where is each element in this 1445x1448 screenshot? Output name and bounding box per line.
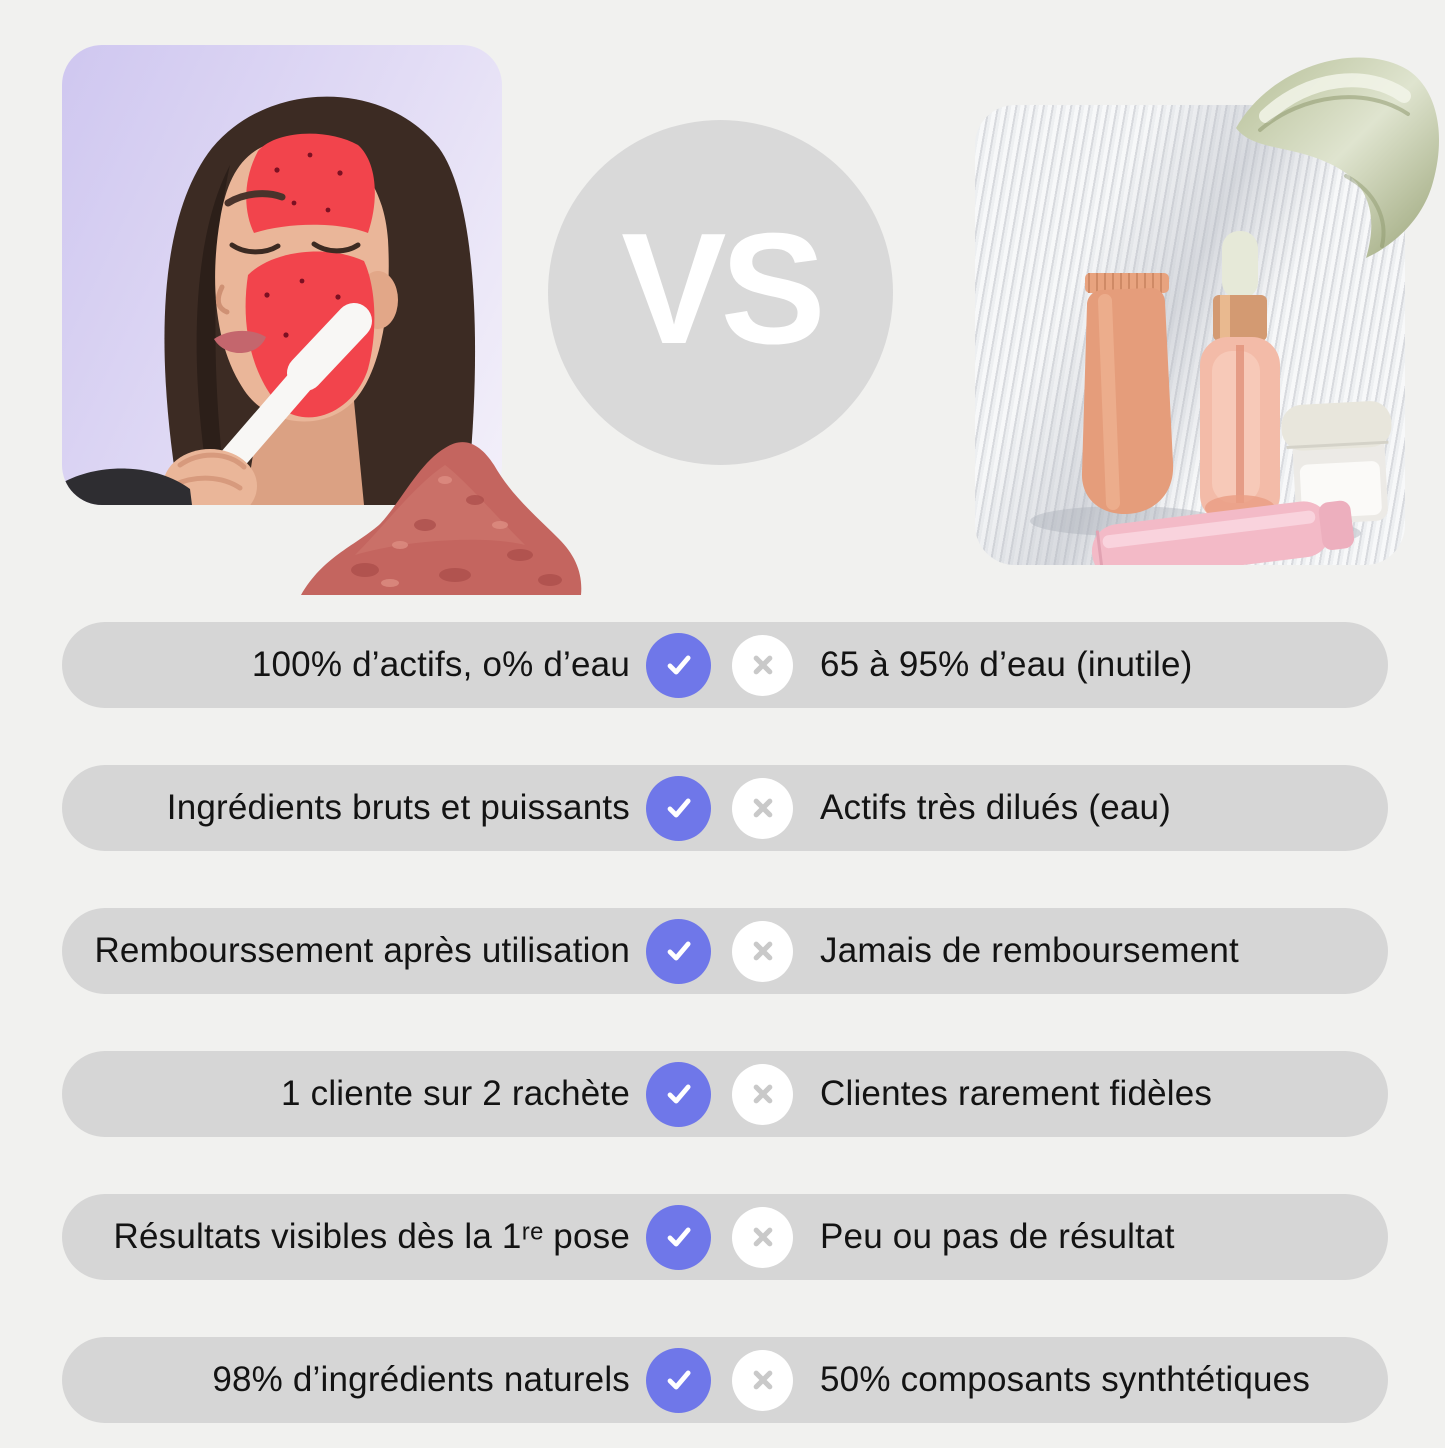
check-icon [646, 918, 711, 984]
drawback-text: 65 à 95% d’eau (inutile) [820, 645, 1193, 684]
advantage-text: Rembourssement après utilisation [94, 931, 630, 970]
comparison-list: 100% d’actifs, o% d’eau 65 à 95% d’eau (… [62, 622, 1388, 1423]
check-icon [646, 632, 711, 698]
red-powder-pile [301, 442, 582, 595]
check-icon [646, 1347, 711, 1413]
green-cream-smear [1236, 57, 1440, 258]
advantage-text: Résultats visibles dès la 1ʳᵉ pose [113, 1217, 630, 1256]
right-photo-card [975, 105, 1405, 565]
comparison-row: Résultats visibles dès la 1ʳᵉ pose Peu o… [62, 1194, 1388, 1280]
comparison-row: 98% d’ingrédients naturels 50% composant… [62, 1337, 1388, 1423]
comparison-row: 100% d’actifs, o% d’eau 65 à 95% d’eau (… [62, 622, 1388, 708]
advantage-text: Ingrédients bruts et puissants [166, 788, 630, 827]
vs-label: VS [621, 200, 826, 377]
cosmetic-products-illustration [1030, 231, 1392, 565]
vs-badge: VS [548, 120, 893, 465]
cross-icon [732, 634, 793, 696]
cross-icon [732, 777, 793, 839]
comparison-row: Rembourssement après utilisation Jamais … [62, 908, 1388, 994]
drawback-text: Actifs très dilués (eau) [820, 788, 1172, 827]
comparison-row: 1 cliente sur 2 rachète Clientes raremen… [62, 1051, 1388, 1137]
cross-icon [732, 1063, 793, 1125]
mask-application-illustration [62, 96, 476, 505]
check-icon [646, 1061, 711, 1127]
cross-icon [732, 920, 793, 982]
check-icon [646, 1204, 711, 1270]
drawback-text: Jamais de remboursement [820, 931, 1239, 970]
advantage-text: 98% d’ingrédients naturels [212, 1360, 630, 1399]
drawback-text: 50% composants synthtétiques [820, 1360, 1311, 1399]
cross-icon [732, 1206, 793, 1268]
advantage-text: 1 cliente sur 2 rachète [281, 1074, 630, 1113]
drawback-text: Peu ou pas de résultat [820, 1217, 1175, 1256]
drawback-text: Clientes rarement fidèles [820, 1074, 1213, 1113]
left-photo-card [62, 45, 502, 505]
cross-icon [732, 1349, 793, 1411]
comparison-row: Ingrédients bruts et puissants Actifs tr… [62, 765, 1388, 851]
advantage-text: 100% d’actifs, o% d’eau [251, 645, 630, 684]
check-icon [646, 775, 711, 841]
